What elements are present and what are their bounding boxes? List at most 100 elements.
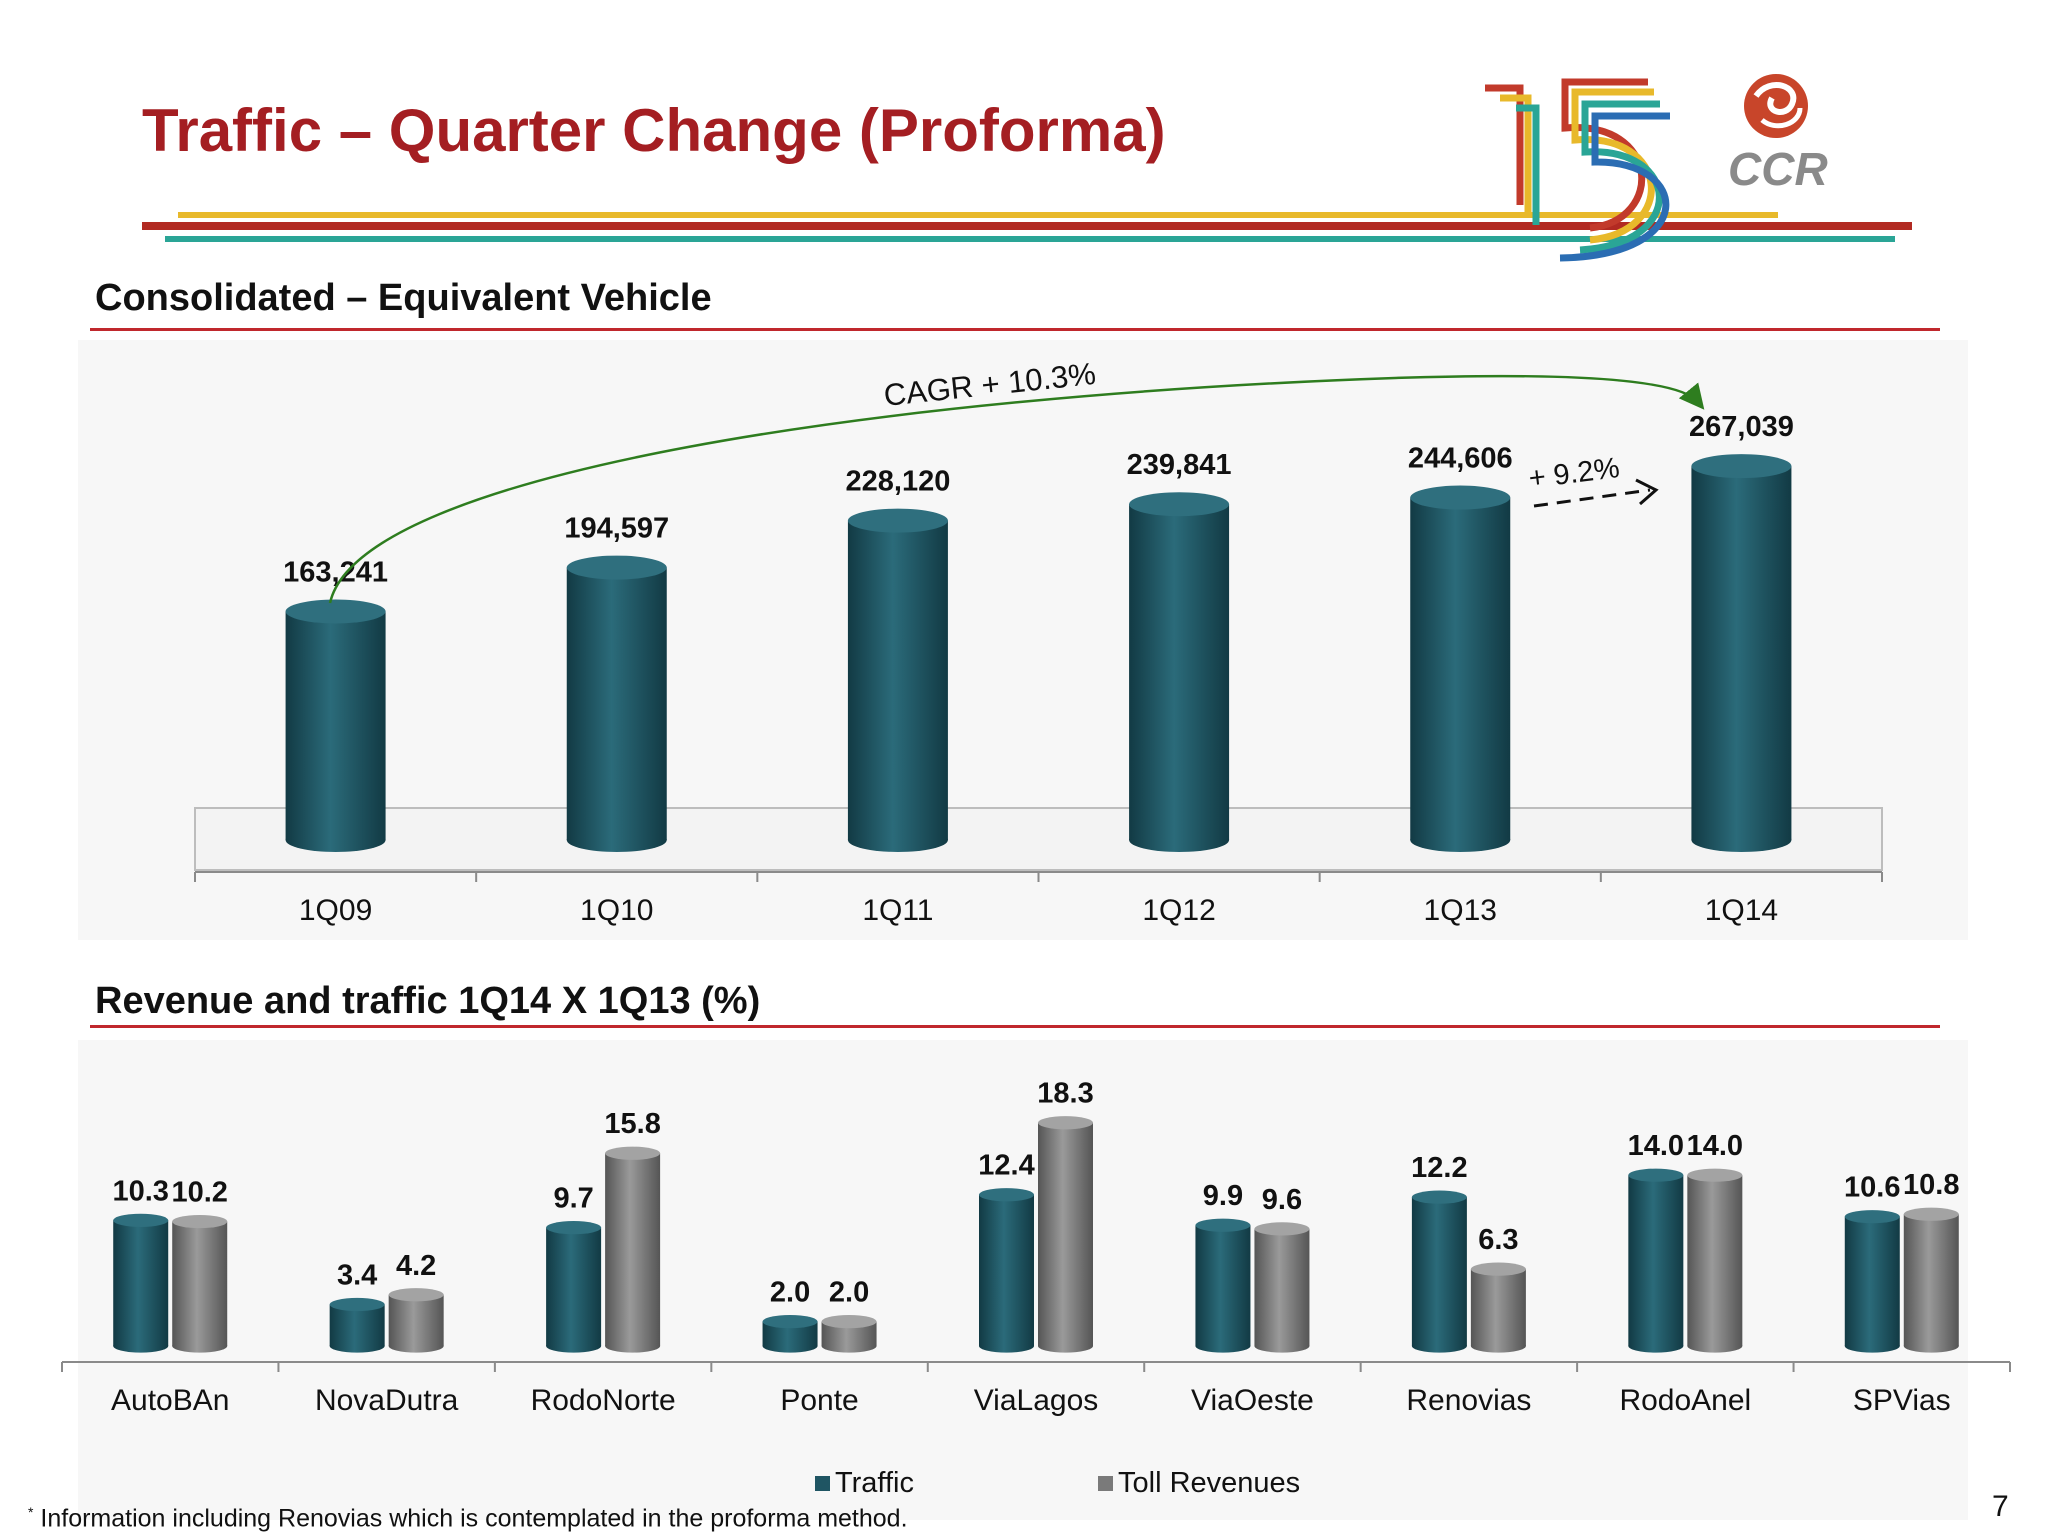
category-label: 1Q13 (1424, 894, 1497, 927)
bar-Ponte-traffic-cap (762, 1315, 818, 1329)
value-label: 3.4 (337, 1260, 377, 1292)
bar-Ponte-toll-revenues-base (821, 1339, 877, 1353)
bar-1Q09-body (285, 611, 386, 840)
footnote-text: Information including Renovias which is … (33, 1504, 908, 1533)
bar-SPVias-traffic-body (1844, 1216, 1900, 1346)
bar-NovaDutra-toll-revenues-body (388, 1294, 444, 1346)
bar-AutoBAn-toll-revenues (172, 1214, 228, 1353)
value-label: 12.2 (1411, 1152, 1467, 1184)
bar-SPVias-toll-revenues (1903, 1207, 1959, 1353)
value-label: 2.0 (770, 1277, 810, 1309)
category-label: Renovias (1406, 1384, 1531, 1417)
legend-label: Toll Revenues (1118, 1467, 1300, 1499)
bar-1Q09-base (285, 828, 386, 852)
bar-RodoAnel-toll-revenues-body (1687, 1175, 1743, 1346)
section-title-revenue-traffic: Revenue and traffic 1Q14 X 1Q13 (%) (95, 980, 761, 1022)
bar-Renovias-traffic-base (1411, 1339, 1467, 1353)
bar-NovaDutra-traffic-base (329, 1339, 385, 1353)
bar-ViaOeste-traffic-base (1195, 1339, 1251, 1353)
bar-AutoBAn-traffic-cap (113, 1213, 169, 1227)
bar-ViaLagos-toll-revenues-base (1038, 1339, 1093, 1353)
value-label: 12.4 (978, 1150, 1034, 1182)
bar-AutoBAn-toll-revenues-body (172, 1221, 228, 1346)
bar-RodoNorte-traffic-body (546, 1227, 602, 1346)
value-label: 9.6 (1262, 1184, 1302, 1216)
bar-1Q09 (285, 599, 386, 852)
category-label: NovaDutra (315, 1384, 459, 1417)
category-label: ViaLagos (974, 1384, 1099, 1417)
bar-RodoNorte-traffic-base (546, 1339, 602, 1353)
bar-Ponte-toll-revenues-cap (821, 1315, 877, 1329)
bar-1Q13 (1410, 485, 1511, 852)
value-label: 10.2 (171, 1177, 227, 1209)
bar-RodoNorte-toll-revenues-cap (605, 1146, 661, 1160)
bar-ViaOeste-toll-revenues (1254, 1222, 1310, 1353)
bar-1Q12-body (1129, 504, 1230, 840)
bar-1Q14-base (1691, 828, 1792, 852)
value-label: 10.6 (1844, 1172, 1900, 1204)
bar-1Q12 (1129, 492, 1230, 852)
yoy-arrowhead (1635, 478, 1659, 506)
bar-AutoBAn-traffic-body (113, 1220, 169, 1346)
bar-RodoAnel-toll-revenues-base (1687, 1339, 1743, 1353)
bar-Renovias-toll-revenues-body (1470, 1269, 1526, 1346)
bar-1Q11-base (847, 828, 948, 852)
bar-RodoNorte-toll-revenues-base (605, 1339, 661, 1353)
value-label: 239,841 (1127, 449, 1232, 481)
category-label: AutoBAn (111, 1384, 229, 1417)
bar-NovaDutra-toll-revenues-cap (388, 1288, 444, 1302)
bar-1Q13-base (1410, 828, 1511, 852)
footnote-marker: * (28, 1504, 34, 1520)
bar-ViaLagos-toll-revenues (1038, 1116, 1093, 1353)
legend-label: Traffic (835, 1467, 914, 1499)
category-label: RodoNorte (531, 1384, 676, 1417)
bar-1Q09-cap (285, 599, 386, 624)
bar-RodoAnel-toll-revenues (1687, 1168, 1743, 1353)
bar-RodoNorte-traffic-cap (546, 1221, 602, 1235)
value-label: 4.2 (396, 1250, 436, 1282)
legend-swatch-0 (815, 1476, 830, 1491)
bar-RodoAnel-traffic-body (1628, 1175, 1684, 1346)
bar-NovaDutra-traffic-cap (329, 1297, 385, 1312)
value-label: 18.3 (1037, 1078, 1093, 1110)
bar-1Q10 (566, 555, 667, 852)
category-label: 1Q10 (580, 894, 653, 927)
page-number: 7 (1992, 1490, 2009, 1523)
value-label: 194,597 (564, 513, 669, 545)
footnote: * Information including Renovias which i… (28, 1504, 908, 1533)
bar-NovaDutra-toll-revenues (388, 1288, 444, 1353)
value-label: 14.0 (1628, 1130, 1684, 1162)
bar-Renovias-toll-revenues-base (1470, 1339, 1526, 1353)
bar-1Q12-cap (1129, 492, 1230, 517)
bar-AutoBAn-toll-revenues-cap (172, 1214, 228, 1229)
bar-Renovias-toll-revenues (1470, 1262, 1526, 1353)
value-label: 267,039 (1689, 411, 1794, 443)
bar-Ponte-toll-revenues (821, 1315, 877, 1353)
bar-SPVias-toll-revenues-cap (1903, 1207, 1959, 1221)
bar-RodoAnel-traffic-cap (1628, 1168, 1684, 1182)
bar-1Q12-base (1129, 828, 1230, 852)
ccr-logo-text: CCR (1728, 143, 1828, 195)
category-label: 1Q11 (862, 894, 933, 927)
value-label: 9.9 (1203, 1180, 1243, 1212)
bar-Renovias-traffic (1411, 1190, 1467, 1353)
category-label: ViaOeste (1191, 1384, 1314, 1417)
bar-NovaDutra-traffic (329, 1297, 385, 1353)
bar-NovaDutra-toll-revenues-base (388, 1339, 444, 1353)
header-rule-red (142, 222, 1912, 230)
bar-SPVias-traffic-cap (1844, 1210, 1900, 1224)
bar-Renovias-traffic-cap (1411, 1190, 1467, 1204)
category-label: Ponte (780, 1384, 858, 1417)
bar-AutoBAn-traffic (113, 1213, 169, 1353)
bar-SPVias-toll-revenues-body (1903, 1214, 1959, 1346)
value-label: 15.8 (604, 1108, 660, 1140)
category-label: RodoAnel (1619, 1384, 1751, 1417)
bar-RodoAnel-traffic (1628, 1168, 1684, 1353)
bar-1Q10-body (566, 567, 667, 840)
bar-ViaOeste-toll-revenues-body (1254, 1228, 1310, 1346)
value-label: 14.0 (1687, 1130, 1743, 1162)
bar-Ponte-traffic (762, 1315, 818, 1353)
header-rule-yellow (178, 212, 1778, 218)
bar-SPVias-toll-revenues-base (1903, 1339, 1959, 1353)
